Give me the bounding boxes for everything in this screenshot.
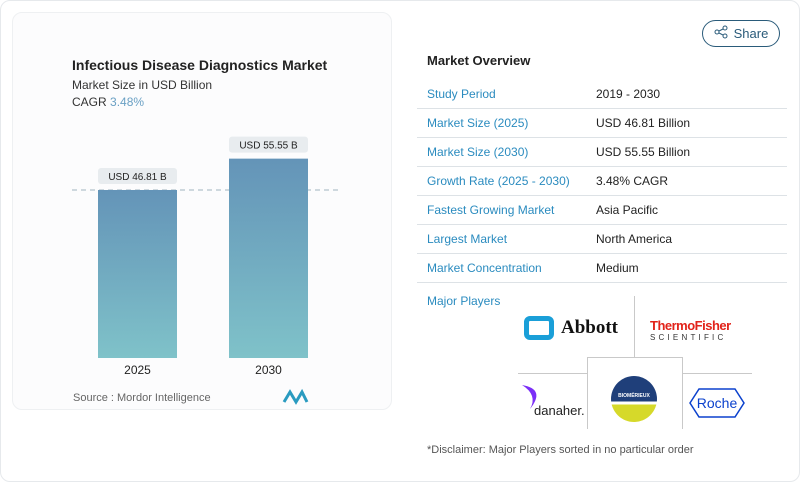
- thermofisher-logo: ThermoFisher SCIENTIFIC: [650, 318, 731, 342]
- chart-subtitle: Market Size in USD Billion: [72, 78, 213, 92]
- overview-row: Growth Rate (2025 - 2030) 3.48% CAGR: [417, 167, 787, 196]
- divider: [518, 373, 588, 374]
- overview-row: Largest Market North America: [417, 225, 787, 254]
- divider: [682, 373, 752, 374]
- share-button[interactable]: Share: [702, 20, 780, 47]
- row-label: Fastest Growing Market: [427, 203, 555, 217]
- row-value: Medium: [596, 261, 639, 275]
- bar-2030: [229, 158, 308, 358]
- biomerieux-logo: BIOMÉRIEUX: [611, 376, 657, 422]
- divider: [634, 296, 635, 358]
- roche-logo: Roche: [689, 388, 745, 423]
- overview-row: Market Size (2025) USD 46.81 Billion: [417, 109, 787, 138]
- overview-row: Study Period 2019 - 2030: [417, 80, 787, 109]
- row-label: Largest Market: [427, 232, 508, 246]
- row-value: North America: [596, 232, 673, 246]
- abbott-logo: Abbott: [524, 316, 618, 340]
- x-tick-label: 2025: [124, 363, 151, 377]
- row-value: USD 55.55 Billion: [596, 145, 691, 159]
- cagr: CAGR 3.48%: [72, 95, 144, 109]
- row-value: Asia Pacific: [596, 203, 659, 217]
- overview-row: Market Size (2030) USD 55.55 Billion: [417, 138, 787, 167]
- overview-row: Market Concentration Medium: [417, 254, 787, 283]
- data-label-bg: [98, 168, 177, 184]
- svg-text:Roche: Roche: [697, 395, 738, 411]
- logo-box: [587, 357, 683, 429]
- bar-chart: USD 46.81 B 2025 USD 55.55 B 2030: [72, 136, 338, 377]
- row-value: 2019 - 2030: [596, 87, 661, 101]
- danaher-logo: danaher.: [520, 383, 585, 418]
- row-label: Market Size (2025): [427, 116, 529, 130]
- share-label: Share: [733, 26, 769, 41]
- row-label: Study Period: [427, 87, 496, 101]
- row-value: USD 46.81 Billion: [596, 116, 691, 130]
- chart-card: [12, 12, 392, 410]
- cagr-value: 3.48%: [110, 95, 145, 109]
- cagr-label: CAGR: [72, 95, 107, 109]
- overview-row: Fastest Growing Market Asia Pacific: [417, 196, 787, 225]
- bar-2025: [98, 190, 177, 358]
- source-text: Source : Mordor Intelligence: [73, 392, 211, 404]
- row-label: Market Concentration: [427, 261, 542, 275]
- mordor-logo-icon: [282, 388, 309, 405]
- data-label-bg: [229, 136, 308, 153]
- disclaimer: *Disclaimer: Major Players sorted in no …: [427, 444, 694, 456]
- chart-title: Infectious Disease Diagnostics Market: [72, 57, 328, 73]
- x-tick-label: 2030: [255, 363, 282, 377]
- overview-title: Market Overview: [427, 53, 531, 68]
- share-icon: [714, 25, 728, 42]
- row-label: Market Size (2030): [427, 145, 529, 159]
- row-value: 3.48% CAGR: [596, 174, 669, 188]
- major-players-title: Major Players: [427, 294, 501, 308]
- row-label: Growth Rate (2025 - 2030): [427, 174, 570, 188]
- data-label: USD 46.81 B: [108, 172, 167, 183]
- data-label: USD 55.55 B: [239, 141, 298, 152]
